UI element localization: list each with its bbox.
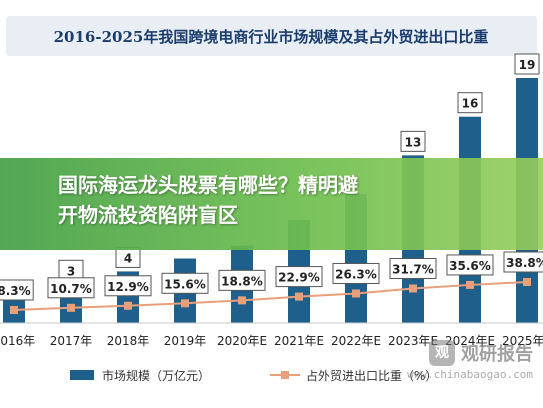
x-tick-label: 2024年E: [445, 334, 495, 348]
x-tick-label: 2025年E: [502, 334, 543, 348]
watermark-logo: 观 观研报告: [429, 340, 533, 366]
share-value-label: 12.9%: [107, 280, 149, 294]
x-tick-label: 2022年E: [331, 334, 381, 348]
share-value-label: 8.3%: [0, 284, 31, 298]
share-value-box: [503, 251, 543, 273]
x-tick-label: 2016年: [0, 334, 35, 348]
legend-label-bar: 市场规模（万亿元）: [102, 368, 210, 383]
share-value-box: [161, 272, 209, 294]
x-tick-label: 2017年: [50, 334, 93, 348]
legend-swatch-bar: [70, 370, 94, 380]
bar-value-box: [400, 130, 426, 152]
share-value-label: 31.7%: [392, 263, 434, 277]
watermark-logo-icon: 观: [429, 340, 455, 366]
bar-value-label: 4: [124, 251, 132, 265]
share-value-box: [47, 277, 95, 299]
chart-title: 2016-2025年我国跨境电商行业市场规模及其占外贸进出口比重: [54, 28, 489, 46]
watermark: 观 观研报告 www.chinabaogao.com: [407, 340, 533, 381]
watermark-name: 观研报告: [461, 344, 533, 365]
legend-marker-line: [281, 371, 289, 379]
share-value-box: [332, 262, 380, 284]
x-tick-label: 2018年: [107, 334, 150, 348]
share-value-label: 22.9%: [278, 271, 320, 285]
bar-value-label: 13: [405, 135, 422, 149]
share-value-box: [0, 279, 34, 301]
share-value-box: [104, 275, 152, 297]
share-value-box: [389, 258, 437, 280]
bar-value-box: [457, 92, 483, 114]
share-value-label: 10.7%: [50, 282, 92, 296]
x-tick-label: 2020年E: [217, 334, 267, 348]
share-value-label: 35.6%: [449, 259, 491, 273]
share-value-box: [446, 254, 494, 276]
share-point: [124, 301, 132, 310]
share-value-box: [218, 269, 266, 291]
bar-value-label: 19: [519, 58, 536, 72]
legend-label-line: 占外贸进出口比重（%）: [306, 368, 437, 383]
share-point: [409, 284, 417, 293]
x-tick-label: 2019年: [164, 334, 207, 348]
share-point: [67, 303, 75, 312]
banner-line-2: 开物流投资陷阱盲区: [58, 203, 238, 227]
legend: 市场规模（万亿元） 占外贸进出口比重（%）: [70, 368, 437, 383]
bar-value-box: [514, 53, 540, 75]
share-value-label: 26.3%: [335, 267, 377, 281]
share-point: [181, 299, 189, 308]
x-tick-label: 2021年E: [274, 334, 324, 348]
share-point: [352, 289, 360, 298]
bar-value-label: 3: [67, 264, 75, 278]
share-point: [238, 296, 246, 305]
share-value-label: 38.8%: [506, 256, 543, 270]
watermark-url: www.chinabaogao.com: [407, 368, 533, 381]
share-point: [523, 278, 531, 286]
bar-value-label: 16: [462, 97, 479, 111]
title-background: [6, 16, 537, 56]
x-tick-label: 2023年E: [388, 334, 438, 348]
share-point: [466, 280, 474, 289]
share-value-label: 18.8%: [221, 274, 263, 288]
share-value-label: 15.6%: [164, 277, 206, 291]
promo-banner[interactable]: [0, 158, 543, 250]
banner-headline[interactable]: 国际海运龙头股票有哪些？精明避 开物流投资陷阱盲区: [58, 170, 498, 230]
share-line: [13, 281, 528, 311]
banner-line-1: 国际海运龙头股票有哪些？精明避: [58, 173, 358, 197]
share-value-box: [275, 266, 323, 288]
share-point: [10, 306, 18, 314]
share-point: [295, 292, 303, 301]
